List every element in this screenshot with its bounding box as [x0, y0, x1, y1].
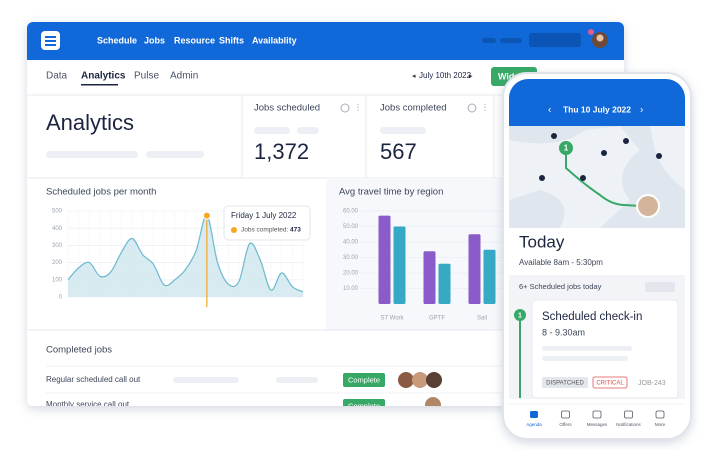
tab-icon: [624, 410, 633, 419]
tab-active[interactable]: Analytics: [81, 71, 126, 82]
card-value: 567: [380, 139, 417, 164]
y-tick-label: 20.00: [343, 271, 359, 277]
bar: [378, 215, 391, 304]
x-tick-label: ST Work: [380, 316, 404, 322]
top-bar: [27, 22, 624, 60]
y-tick-label: 30.00: [343, 255, 359, 261]
section-title: Completed jobs: [46, 345, 112, 356]
tab[interactable]: Admin: [170, 71, 198, 82]
phone-date: Thu 10 July 2022: [563, 104, 631, 114]
svg-text:▸: ▸: [469, 73, 473, 80]
area-line: [67, 215, 304, 293]
tab-label[interactable]: More: [655, 422, 666, 427]
tab[interactable]: Pulse: [134, 71, 159, 82]
y-tick-label: 50.00: [343, 224, 359, 230]
job-time: 8 - 9.30am: [542, 327, 585, 337]
bar: [393, 226, 406, 304]
job-id: JOB-243: [638, 380, 666, 387]
tag: DISPATCHED: [546, 381, 584, 387]
card-label: Jobs completed: [380, 103, 447, 114]
chart-title: Scheduled jobs per month: [46, 187, 156, 198]
date-picker[interactable]: July 10th 2022: [419, 71, 472, 80]
svg-text:›: ›: [640, 105, 643, 116]
row-name: Monthly service call out: [46, 400, 130, 409]
svg-text:◂: ◂: [412, 73, 416, 80]
step: 1: [518, 312, 522, 319]
phone: ‹ Thu 10 July 2022 › 1 Today Available 8…: [502, 72, 692, 440]
bar: [438, 263, 451, 304]
svg-text:⋮: ⋮: [354, 103, 362, 112]
tooltip-label: Jobs completed:: [241, 227, 289, 234]
y-tick-label: 400: [52, 226, 63, 232]
page-title: Analytics: [46, 110, 134, 135]
area: [68, 215, 303, 297]
tag: CRITICAL: [596, 381, 624, 387]
card-value: 1,372: [254, 139, 309, 164]
svg-text:‹: ‹: [548, 105, 551, 116]
y-tick-label: 40.00: [343, 240, 359, 246]
job-title: Scheduled check-in: [542, 311, 642, 323]
tab-label[interactable]: Agenda: [526, 422, 542, 427]
status-badge: Complete: [348, 401, 380, 410]
nav-item[interactable]: Shifts: [219, 35, 244, 45]
tab-icon: [530, 411, 538, 418]
map-marker: 1: [564, 144, 569, 153]
tooltip-title: Friday 1 July 2022: [231, 211, 297, 220]
x-tick-label: GPTF: [429, 316, 445, 322]
highlight-point: [202, 211, 211, 220]
nav-item[interactable]: Availablity: [252, 35, 297, 45]
nav-item[interactable]: Schedule: [97, 35, 137, 45]
bar: [423, 251, 436, 304]
phone-heading: Today: [519, 232, 565, 251]
status-badge: Complete: [348, 375, 380, 384]
bar: [483, 249, 496, 304]
tooltip: Friday 1 July 2022 Jobs completed: 473: [223, 205, 311, 241]
tab-icon: [592, 410, 602, 419]
button-label[interactable]: Wid: [498, 71, 514, 81]
availability: Available 8am - 5:30pm: [519, 258, 603, 267]
tab-icon: [561, 410, 570, 419]
tab-label[interactable]: Messages: [587, 422, 608, 427]
card-label: Jobs scheduled: [254, 103, 320, 114]
x-tick-label: Sail: [477, 316, 487, 322]
nav-item[interactable]: Resource: [174, 35, 215, 45]
tab-icon: [655, 410, 665, 419]
y-tick-label: 300: [52, 243, 63, 249]
tab-label[interactable]: Offers: [559, 422, 572, 427]
row-name: Regular scheduled call out: [46, 375, 141, 384]
y-tick-label: 500: [52, 209, 63, 215]
tab[interactable]: Data: [46, 71, 68, 82]
tab-label[interactable]: Notifications: [616, 422, 641, 427]
nav-item[interactable]: Jobs: [144, 35, 165, 45]
bar: [468, 234, 481, 304]
tooltip-value: 473: [290, 227, 301, 234]
chart-title: Avg travel time by region: [339, 187, 443, 198]
y-tick-label: 0: [59, 295, 63, 301]
y-tick-label: 100: [52, 277, 63, 283]
y-tick-label: 60.00: [343, 209, 359, 215]
jobs-count: 6+ Scheduled jobs today: [519, 282, 602, 291]
y-tick-label: 200: [52, 260, 63, 266]
y-tick-label: 10.00: [343, 286, 359, 292]
svg-text:⋮: ⋮: [481, 103, 489, 112]
